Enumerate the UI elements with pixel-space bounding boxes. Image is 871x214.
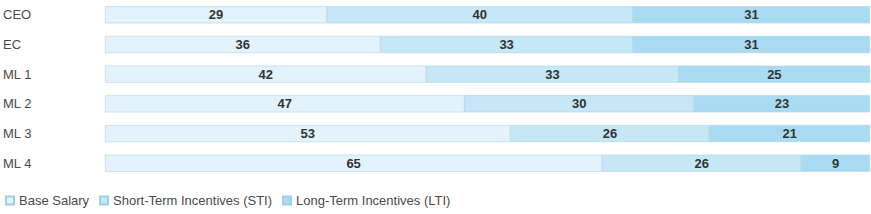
svg-text:53: 53: [300, 126, 314, 141]
svg-text:47: 47: [278, 96, 292, 111]
svg-text:ML 3: ML 3: [3, 126, 31, 141]
svg-text:40: 40: [473, 7, 487, 22]
svg-text:ML 4: ML 4: [3, 156, 31, 171]
svg-text:42: 42: [258, 67, 272, 82]
svg-text:26: 26: [694, 156, 708, 171]
svg-text:31: 31: [744, 7, 758, 22]
svg-text:21: 21: [782, 126, 796, 141]
svg-text:65: 65: [346, 156, 360, 171]
svg-text:23: 23: [775, 96, 789, 111]
svg-text:9: 9: [832, 156, 839, 171]
svg-text:31: 31: [744, 37, 758, 52]
svg-text:Short-Term Incentives (STI): Short-Term Incentives (STI): [113, 193, 272, 208]
svg-text:30: 30: [572, 96, 586, 111]
svg-text:Base Salary: Base Salary: [19, 193, 90, 208]
svg-text:ML 1: ML 1: [3, 67, 31, 82]
svg-text:CEO: CEO: [3, 7, 31, 22]
svg-text:EC: EC: [3, 37, 21, 52]
svg-text:29: 29: [209, 7, 223, 22]
svg-text:ML 2: ML 2: [3, 96, 31, 111]
svg-text:26: 26: [603, 126, 617, 141]
svg-text:25: 25: [767, 67, 781, 82]
svg-text:Long-Term Incentives (LTI): Long-Term Incentives (LTI): [296, 193, 450, 208]
svg-text:33: 33: [499, 37, 513, 52]
svg-text:36: 36: [235, 37, 249, 52]
svg-text:33: 33: [545, 67, 559, 82]
